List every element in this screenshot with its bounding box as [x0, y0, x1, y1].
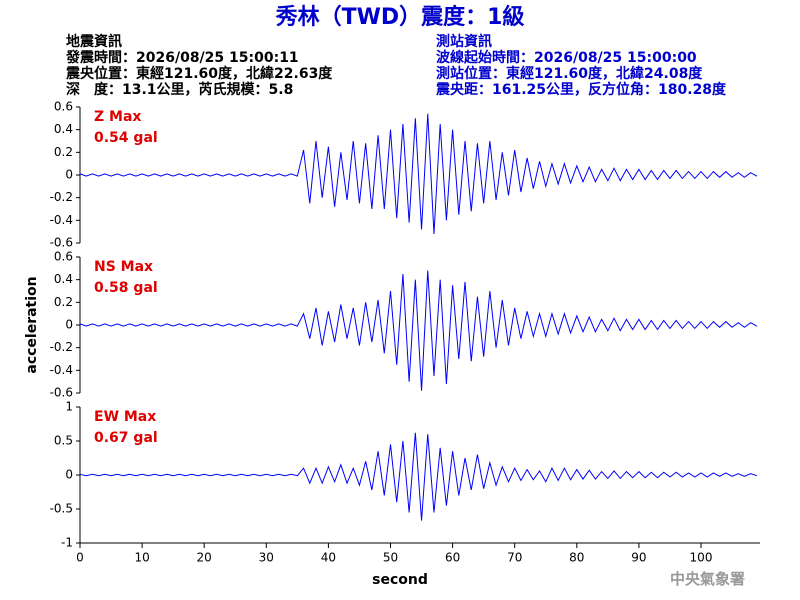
channel-label: EW Max [94, 409, 156, 425]
x-tick-label: 70 [507, 551, 522, 565]
y-tick-label: -0.4 [50, 363, 73, 377]
max-label: 0.67 gal [94, 430, 158, 446]
info-line: 地震資訊 [66, 33, 122, 50]
info-line: 震央位置：東經121.60度，北緯22.63度 [65, 65, 333, 82]
y-tick-label: 0.2 [54, 295, 73, 309]
y-tick-label: -0.6 [50, 386, 73, 400]
channel-label: NS Max [94, 259, 153, 275]
max-label: 0.58 gal [94, 280, 158, 296]
x-tick-label: 90 [631, 551, 646, 565]
station-line: 測站資訊 [436, 33, 492, 50]
y-axis-label: acceleration [24, 276, 40, 373]
waveform [79, 432, 758, 521]
x-tick-label: 0 [76, 551, 84, 565]
y-tick-label: 0.4 [54, 122, 73, 136]
y-tick-label: -1 [61, 536, 73, 550]
y-tick-label: -0.6 [50, 236, 73, 250]
y-tick-label: 0 [65, 318, 73, 332]
y-tick-label: 0.2 [54, 145, 73, 159]
max-label: 0.54 gal [94, 130, 158, 146]
x-tick-label: 20 [197, 551, 212, 565]
station-line: 波線起始時間：2026/08/25 15:00:00 [436, 49, 697, 66]
y-tick-label: -0.4 [50, 213, 73, 227]
y-tick-label: -0.2 [50, 190, 73, 204]
waveform [79, 270, 758, 391]
x-tick-label: 10 [134, 551, 149, 565]
info-line: 發震時間：2026/08/25 15:00:11 [65, 49, 299, 66]
y-tick-label: 0.6 [54, 250, 73, 264]
y-tick-label: 0 [65, 168, 73, 182]
title: 秀林（TWD）震度：1級 [275, 4, 525, 30]
x-axis-label: second [372, 572, 428, 588]
x-tick-label: 30 [259, 551, 274, 565]
x-tick-label: 80 [569, 551, 584, 565]
y-tick-label: 0.6 [54, 100, 73, 114]
y-tick-label: 1 [65, 400, 73, 414]
y-tick-label: -0.5 [50, 502, 73, 516]
waveform [79, 113, 758, 234]
station-line: 測站位置：東經121.60度，北緯24.08度 [436, 65, 703, 82]
x-tick-label: 40 [321, 551, 336, 565]
x-tick-label: 100 [690, 551, 713, 565]
station-line: 震央距：161.25公里，反方位角：180.28度 [435, 81, 727, 98]
y-tick-label: 0.5 [54, 434, 73, 448]
info-line: 深 度：13.1公里，芮氏規模：5.8 [66, 81, 293, 98]
y-tick-label: 0.4 [54, 272, 73, 286]
footer: 中央氣象署 [670, 570, 745, 588]
channel-label: Z Max [94, 109, 141, 125]
y-tick-label: 0 [65, 468, 73, 482]
x-tick-label: 50 [383, 551, 398, 565]
y-tick-label: -0.2 [50, 340, 73, 354]
x-tick-label: 60 [445, 551, 460, 565]
